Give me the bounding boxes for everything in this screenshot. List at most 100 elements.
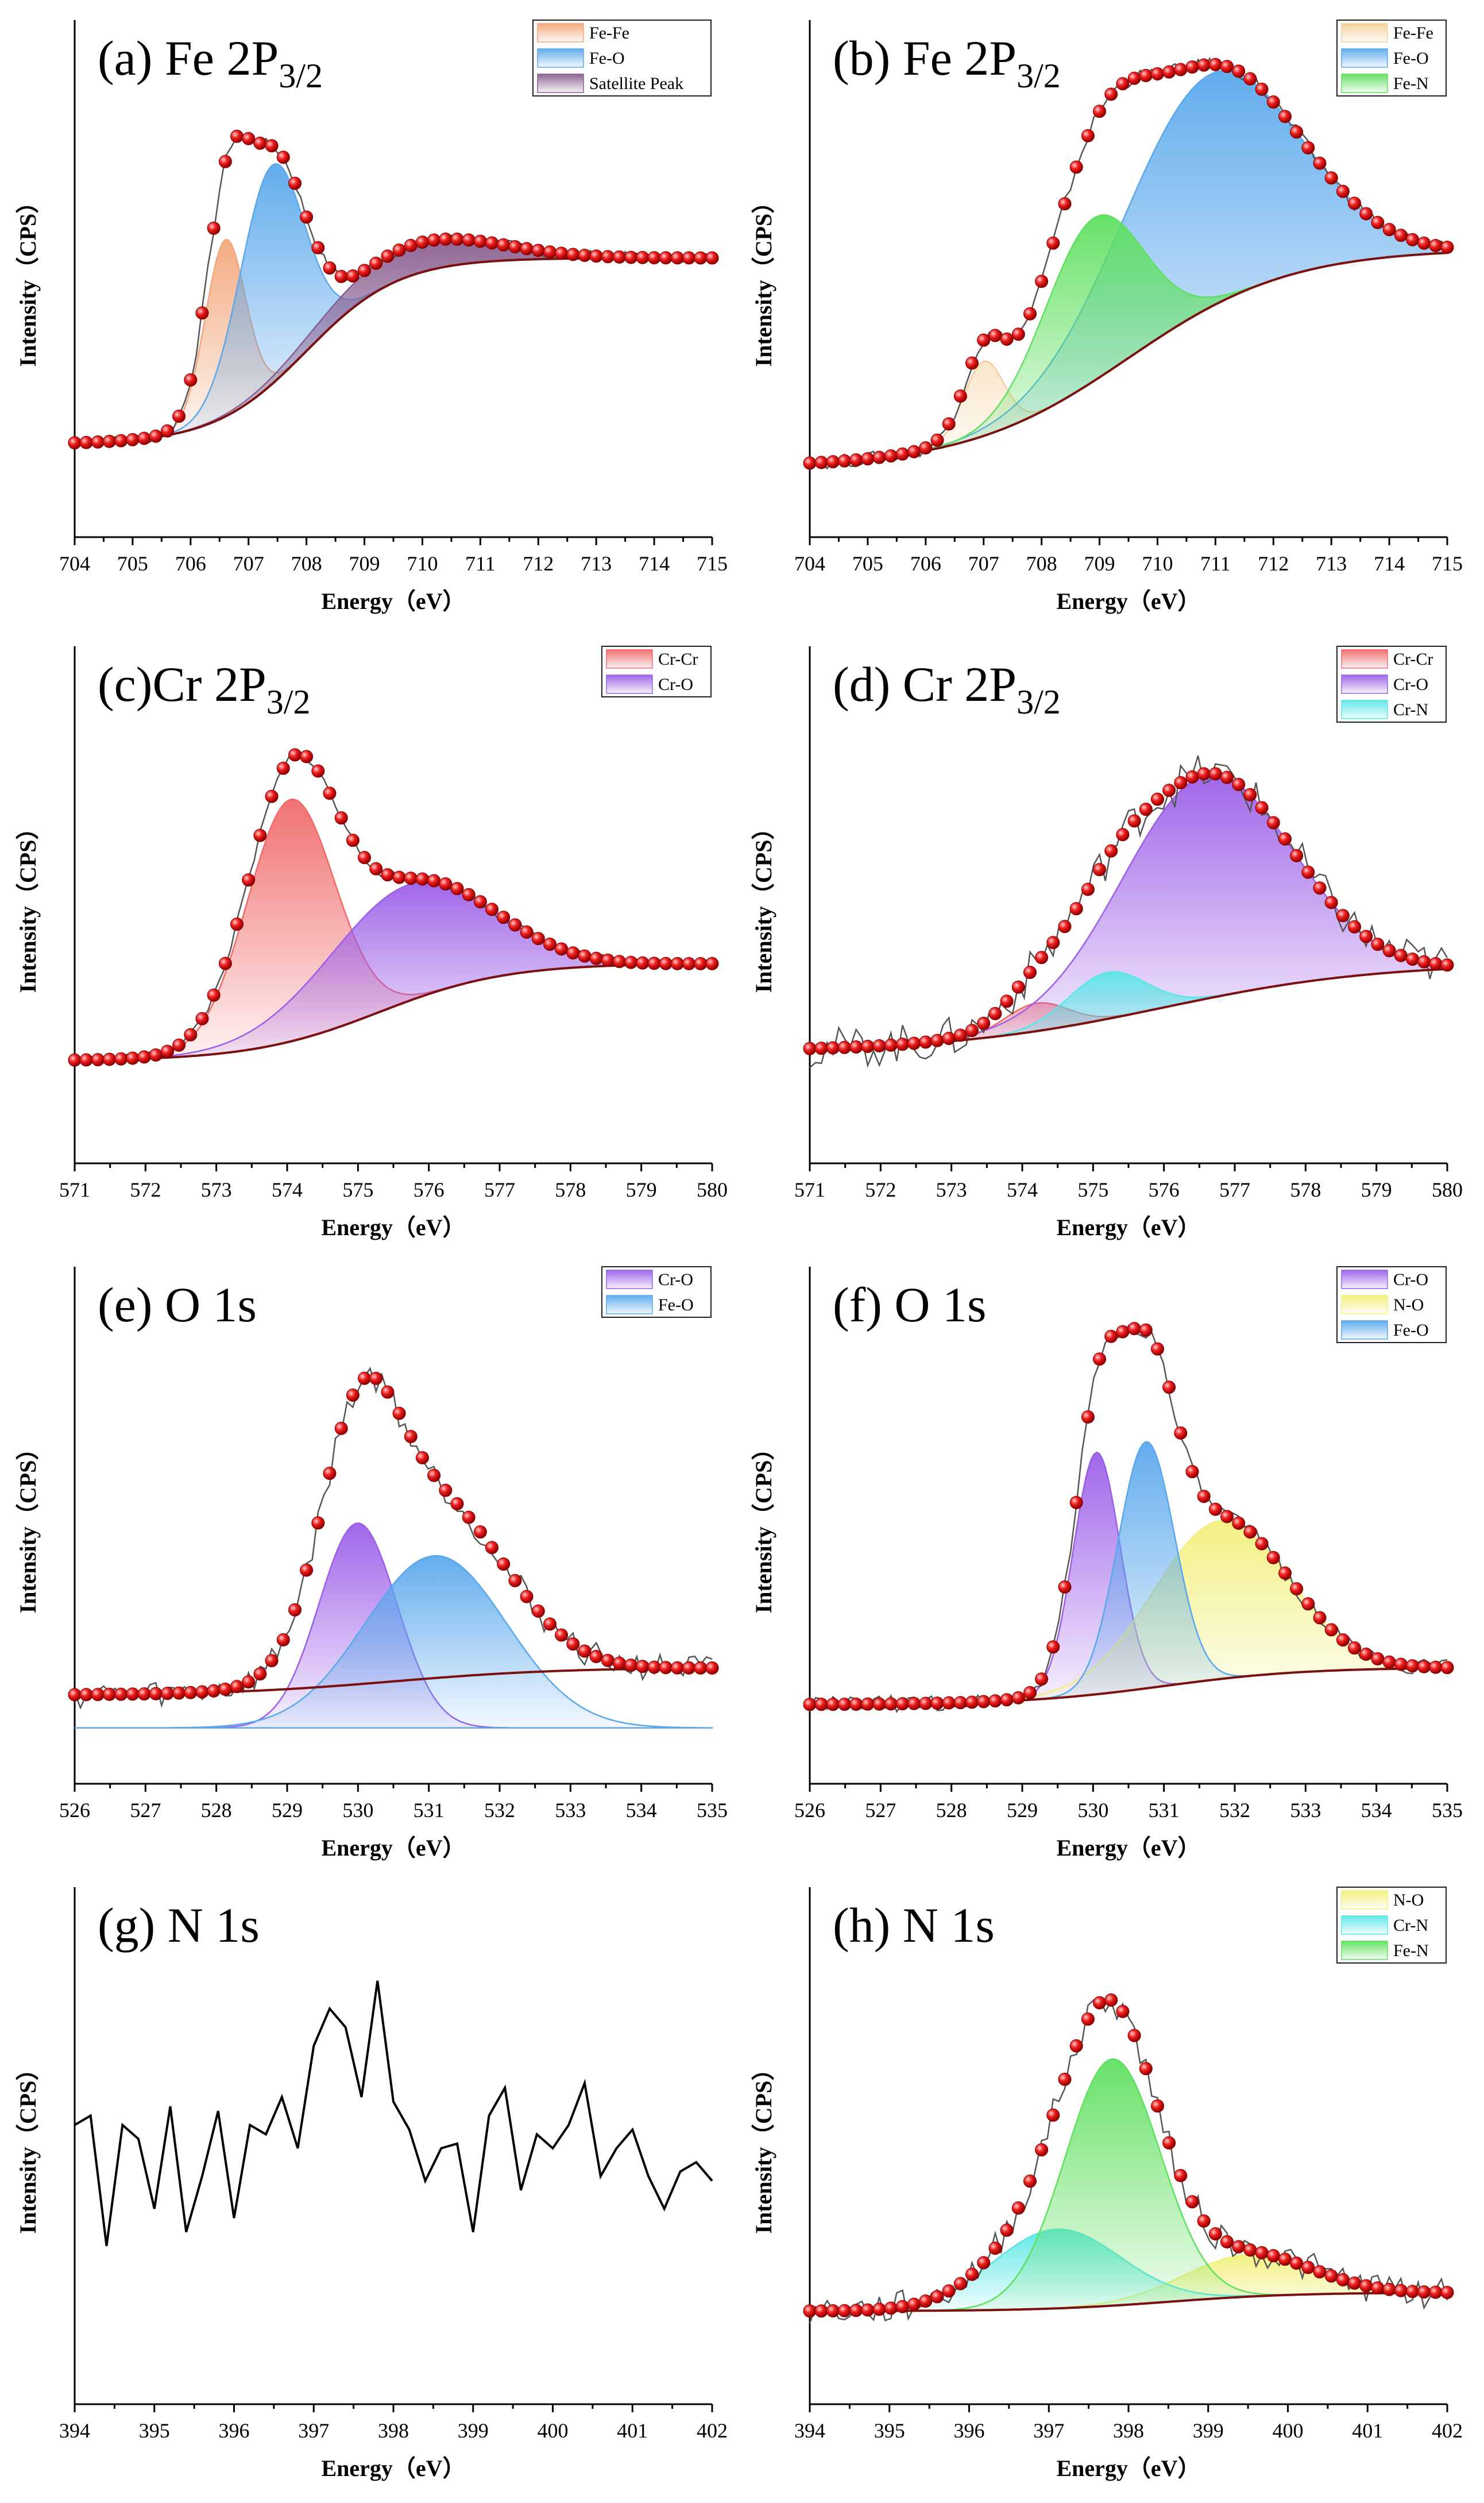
x-tick-label: 401	[617, 2419, 648, 2442]
fit-point	[1290, 1582, 1304, 1596]
fit-point	[195, 1685, 209, 1699]
legend-swatch	[1341, 48, 1388, 68]
fit-point	[919, 1035, 933, 1049]
legend-swatch	[606, 1270, 653, 1289]
fit-point	[1359, 207, 1373, 221]
fit-point	[369, 862, 383, 876]
fit-point	[1035, 2143, 1049, 2157]
fit-point	[907, 1036, 921, 1050]
x-tick-label: 710	[1142, 552, 1173, 575]
legend-label: Cr-O	[1393, 675, 1428, 694]
fit-point	[671, 957, 684, 970]
fit-point	[1394, 2284, 1408, 2297]
fit-point	[68, 436, 82, 450]
fit-point	[1116, 77, 1130, 91]
fit-point	[462, 233, 476, 247]
fit-point	[381, 249, 395, 263]
fit-point	[930, 1696, 944, 1710]
x-tick-label: 707	[968, 552, 999, 575]
legend-swatch	[1341, 1890, 1388, 1910]
fit-point	[358, 851, 371, 865]
x-tick-label: 402	[1432, 2419, 1463, 2442]
x-tick-label: 577	[484, 1178, 515, 1201]
fit-point	[1278, 832, 1292, 846]
fit-point	[462, 888, 476, 901]
fit-point	[988, 329, 1002, 342]
fit-point	[1324, 1623, 1338, 1637]
fit-point	[1081, 129, 1095, 142]
fit-point	[1232, 778, 1246, 791]
fit-point	[1174, 776, 1188, 789]
fit-point	[1382, 223, 1396, 237]
fit-point	[1151, 1342, 1164, 1356]
fit-point	[265, 1654, 279, 1668]
fit-point	[543, 245, 556, 259]
x-tick-label: 708	[1026, 552, 1057, 575]
fit-point	[1000, 1693, 1014, 1707]
x-tick-label: 402	[697, 2419, 728, 2442]
peak-area-fe-o	[74, 163, 712, 444]
fit-point	[1255, 801, 1269, 815]
fit-point	[919, 1696, 933, 1710]
legend-label: Cr-O	[1393, 1270, 1428, 1289]
x-tick-label: 534	[626, 1799, 657, 1822]
fit-point	[884, 1038, 898, 1052]
x-tick-label: 579	[1361, 1178, 1392, 1201]
fit-point	[803, 2304, 817, 2318]
legend-label: Fe-Fe	[1393, 24, 1433, 43]
fit-point	[381, 868, 395, 882]
fit-point	[172, 1686, 186, 1700]
x-tick-label: 573	[936, 1178, 967, 1201]
fit-point	[1185, 770, 1199, 784]
fit-point	[624, 955, 638, 969]
y-axis-label: Intensity（CPS）	[751, 2058, 776, 2234]
fit-point	[79, 1688, 93, 1702]
fit-point	[1093, 105, 1106, 118]
fit-point	[601, 1653, 615, 1667]
x-axis-label: Energy（eV）	[321, 2455, 465, 2481]
fit-point	[896, 1697, 909, 1711]
fit-point	[1290, 125, 1304, 139]
x-tick-label: 400	[1273, 2419, 1304, 2442]
fit-point	[531, 244, 545, 257]
x-tick-label: 574	[1007, 1178, 1038, 1201]
fit-point	[184, 1028, 198, 1042]
fit-point	[149, 429, 163, 443]
fit-point	[1266, 1551, 1280, 1564]
fit-point	[161, 1044, 174, 1058]
x-tick-label: 707	[233, 552, 264, 575]
fit-point	[485, 1541, 498, 1555]
fit-point	[977, 1695, 991, 1708]
legend-swatch	[1341, 649, 1388, 669]
fit-point	[520, 1590, 534, 1603]
panel-title: (c)Cr 2P3/2	[98, 657, 310, 721]
fit-point	[896, 1038, 909, 1051]
legend-label: Fe-N	[1393, 74, 1429, 93]
fit-point	[1069, 2039, 1083, 2053]
fit-point	[694, 1661, 708, 1675]
x-tick-label: 535	[1432, 1799, 1463, 1822]
x-tick-label: 575	[1077, 1178, 1108, 1201]
fit-point	[1023, 2174, 1037, 2188]
fit-point	[439, 1483, 453, 1497]
fit-point	[358, 264, 371, 277]
x-tick-label: 533	[555, 1799, 586, 1822]
fit-point	[1035, 951, 1049, 965]
legend-label: Fe-N	[1393, 1941, 1429, 1960]
fit-point	[392, 870, 406, 884]
x-tick-label: 535	[697, 1799, 728, 1822]
fit-point	[601, 953, 615, 967]
fit-point	[613, 250, 626, 264]
fit-point	[659, 251, 673, 265]
fit-point	[242, 873, 256, 887]
fit-point	[1220, 770, 1234, 784]
fit-point	[1440, 241, 1454, 254]
fit-point	[1220, 2235, 1234, 2249]
fit-point	[838, 2304, 851, 2317]
fit-point	[826, 455, 840, 469]
fit-point	[977, 1016, 991, 1030]
fit-point	[814, 456, 828, 469]
fit-point	[1081, 2012, 1095, 2026]
fit-point	[1371, 938, 1385, 951]
x-tick-label: 397	[1033, 2419, 1064, 2442]
